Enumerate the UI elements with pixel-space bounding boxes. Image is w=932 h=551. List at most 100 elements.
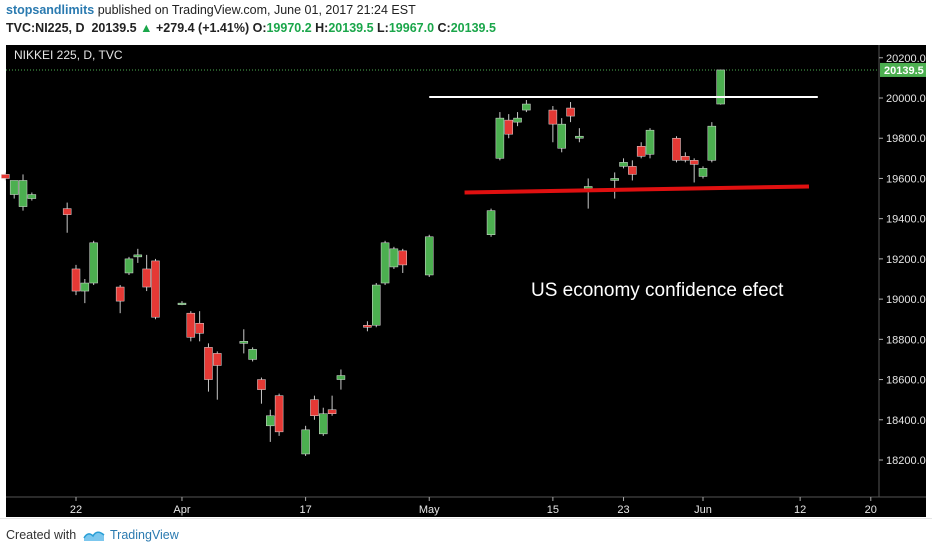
candle-body bbox=[583, 186, 593, 189]
candle-body bbox=[628, 166, 637, 175]
candle-body bbox=[18, 180, 28, 207]
x-tick-label: Jun bbox=[694, 504, 712, 516]
x-tick-label: 17 bbox=[299, 504, 311, 516]
last-price-badge bbox=[880, 62, 926, 77]
candle-body bbox=[62, 208, 72, 215]
chart-area[interactable]: 18200.0 18400.0 18600.0 18800.0 19000.0 19200… bbox=[0, 42, 932, 518]
candle-body bbox=[71, 268, 81, 292]
candle-body bbox=[186, 312, 196, 338]
candle-body bbox=[319, 413, 328, 435]
x-tick-label: 23 bbox=[617, 504, 629, 516]
tradingview-logo-icon[interactable] bbox=[82, 527, 106, 543]
candle-body bbox=[548, 109, 558, 125]
y-tick-label: 18200.0 bbox=[886, 455, 926, 467]
y-tick-label: 18800.0 bbox=[886, 334, 926, 346]
tradingview-link[interactable]: TradingView bbox=[110, 528, 179, 542]
candle-body bbox=[389, 248, 399, 268]
support-line bbox=[464, 184, 810, 195]
x-tick-label: 12 bbox=[794, 504, 806, 516]
y-tick-label: 19600.0 bbox=[886, 173, 926, 185]
candle-body bbox=[513, 117, 522, 123]
candle-body bbox=[380, 242, 390, 284]
candle-body bbox=[689, 160, 699, 165]
candle-body bbox=[336, 375, 346, 380]
candle-body bbox=[124, 258, 134, 274]
chart-footer: Created with TradingView bbox=[0, 518, 932, 551]
high-value: 20139.5 bbox=[328, 21, 374, 35]
candle-body bbox=[645, 129, 655, 155]
candle-body bbox=[424, 236, 434, 276]
candle-body bbox=[522, 103, 531, 111]
chart-annotation: US economy confidence efect bbox=[531, 280, 784, 301]
last-price-badge-label: 20139.5 bbox=[884, 65, 924, 77]
candle-body bbox=[80, 282, 90, 292]
candle-body bbox=[557, 123, 566, 149]
candle-body bbox=[672, 137, 681, 161]
candle-body bbox=[398, 250, 407, 266]
y-tick-label: 18400.0 bbox=[886, 415, 926, 427]
low-value: 19967.0 bbox=[388, 21, 435, 35]
candle-body bbox=[151, 260, 160, 318]
candle-body bbox=[619, 162, 628, 167]
candle-body bbox=[363, 325, 372, 328]
publish-info: stopsandlimits published on TradingView.… bbox=[6, 3, 416, 17]
up-arrow-icon: ▲ bbox=[140, 21, 153, 35]
candle-body bbox=[9, 180, 19, 195]
chart-header: stopsandlimits published on TradingView.… bbox=[0, 0, 932, 42]
candle-body bbox=[575, 135, 584, 139]
y-tick-label: 19200.0 bbox=[886, 254, 926, 266]
candle-body bbox=[681, 156, 690, 161]
candle-body bbox=[115, 286, 125, 302]
author-link[interactable]: stopsandlimits bbox=[6, 3, 95, 17]
candle-body bbox=[636, 146, 646, 157]
candle-body bbox=[610, 178, 619, 181]
candle-body bbox=[707, 125, 717, 161]
y-tick-label: 20200.0 bbox=[886, 53, 926, 65]
candlestick-chart[interactable]: 18200.0 18400.0 18600.0 18800.0 19000.0 19200… bbox=[0, 42, 932, 518]
candle-body bbox=[213, 353, 222, 366]
plot-background bbox=[6, 45, 879, 497]
y-tick-label: 18600.0 bbox=[886, 375, 926, 387]
candle-body bbox=[504, 119, 513, 135]
open-label: O: bbox=[252, 21, 267, 35]
x-tick-label: 20 bbox=[865, 504, 877, 516]
candle-body bbox=[1, 174, 10, 179]
y-tick-label: 19000.0 bbox=[886, 294, 926, 306]
candle-body bbox=[301, 429, 310, 455]
created-with-text: Created with bbox=[6, 528, 77, 542]
high-label: H: bbox=[315, 21, 329, 35]
low-label: L: bbox=[377, 21, 389, 35]
candle-body bbox=[310, 399, 319, 417]
ohlc-info: TVC:NI225, D 20139.5 ▲ +279.4 (+1.41%) O… bbox=[6, 21, 496, 35]
candle-body bbox=[142, 268, 151, 288]
candle-body bbox=[716, 69, 725, 105]
open-value: 19970.2 bbox=[266, 21, 312, 35]
change-value: +279.4 (+1.41%) bbox=[155, 21, 250, 35]
candle-body bbox=[257, 379, 266, 390]
candle-body bbox=[495, 117, 505, 159]
close-label: C: bbox=[437, 21, 451, 35]
candle-body bbox=[372, 284, 381, 326]
close-value: 20139.5 bbox=[450, 21, 496, 35]
candle-body bbox=[566, 107, 575, 117]
last-price: 20139.5 bbox=[91, 21, 137, 35]
y-tick-label: 19400.0 bbox=[886, 214, 926, 226]
candle-body bbox=[133, 254, 143, 258]
candle-body bbox=[27, 194, 37, 199]
y-tick-label: 20000.0 bbox=[886, 93, 926, 105]
x-tick-label: Apr bbox=[173, 504, 190, 516]
candle-body bbox=[698, 168, 708, 177]
candle-body bbox=[486, 210, 496, 236]
candle-body bbox=[274, 395, 284, 433]
chart-title: NIKKEI 225, D, TVC bbox=[14, 48, 123, 62]
candle-body bbox=[248, 349, 257, 360]
candle-body bbox=[266, 415, 275, 427]
published-text: published on TradingView.com, June 01, 2… bbox=[97, 3, 416, 17]
candle-body bbox=[239, 341, 249, 344]
x-tick-label: May bbox=[419, 504, 440, 516]
candle-body bbox=[204, 347, 213, 380]
candle-body bbox=[327, 409, 337, 414]
x-tick-label: 15 bbox=[547, 504, 559, 516]
candle-body bbox=[89, 242, 98, 284]
price-axis-background bbox=[879, 45, 926, 497]
